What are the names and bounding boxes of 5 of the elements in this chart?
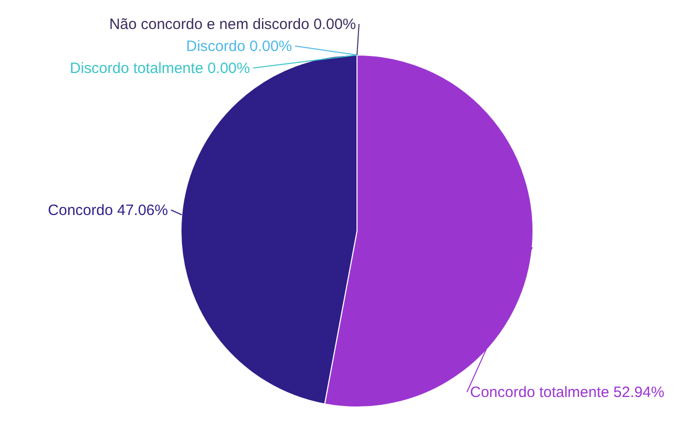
category-label: Não concordo e nem discordo 0.00% (109, 16, 356, 33)
legend-label: Discordo 0.00% (186, 38, 292, 55)
slice-label: Concordo 47.06% (48, 202, 168, 219)
category-label: Discordo totalmente 0.00% (70, 60, 250, 77)
slice-label: Concordo totalmente 52.94% (470, 384, 664, 401)
